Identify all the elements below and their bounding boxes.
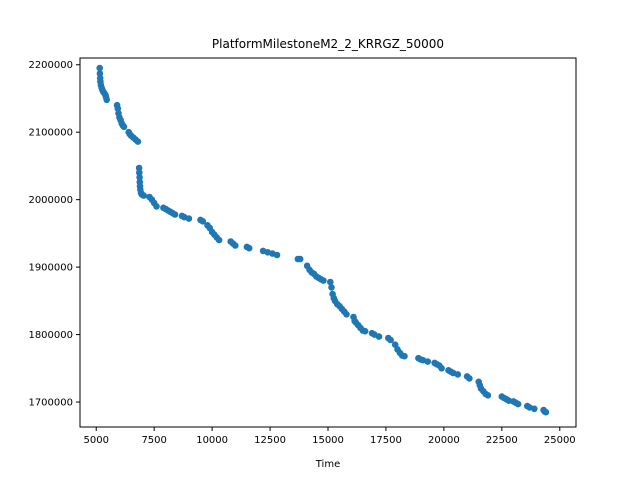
x-tick-label: 12500 <box>254 435 286 446</box>
data-point <box>466 375 473 382</box>
data-point <box>199 218 207 225</box>
data-point <box>424 358 432 365</box>
data-point <box>273 251 281 259</box>
chart-title: PlatformMilestoneM2_2_KRRGZ_50000 <box>212 37 444 51</box>
data-point <box>232 242 239 249</box>
data-point <box>120 123 128 131</box>
data-point <box>136 174 143 181</box>
data-point <box>245 244 253 252</box>
x-axis-label: Time <box>315 459 340 470</box>
points-layer <box>96 64 550 416</box>
data-point <box>531 405 538 413</box>
x-tick-label: 25000 <box>544 435 576 446</box>
y-tick-label: 2000000 <box>28 195 73 206</box>
data-point <box>96 64 103 72</box>
y-tick-label: 1900000 <box>28 263 73 274</box>
x-tick-label: 10000 <box>196 435 228 446</box>
data-point <box>134 138 142 145</box>
y-axis-ticks: 1700000 1800000 1900000 2000000 2100000 22000… <box>28 60 80 409</box>
x-tick-label: 5000 <box>83 435 108 446</box>
data-point <box>185 215 193 222</box>
x-tick-label: 22500 <box>486 435 518 446</box>
y-tick-label: 2200000 <box>28 60 73 71</box>
plot-frame <box>79 57 577 428</box>
data-point <box>327 278 334 286</box>
data-point <box>343 311 350 318</box>
data-point <box>103 96 110 104</box>
x-tick-label: 20000 <box>428 435 460 446</box>
x-axis-ticks: 5000 7500 10000 12500 15000 17500 20000 22500 25… <box>83 427 576 446</box>
data-point <box>140 192 147 199</box>
y-tick-label: 1700000 <box>28 398 73 409</box>
data-point <box>135 164 143 172</box>
data-point <box>320 277 327 284</box>
data-point <box>215 236 223 244</box>
data-point <box>361 327 369 335</box>
data-point <box>542 408 550 416</box>
x-tick-label: 15000 <box>312 435 344 446</box>
data-point <box>375 333 383 340</box>
data-point <box>136 169 143 176</box>
data-point <box>96 70 104 77</box>
data-point <box>401 352 408 360</box>
data-point <box>328 284 335 291</box>
data-point <box>153 203 160 210</box>
y-tick-label: 2100000 <box>28 128 73 139</box>
x-tick-label: 7500 <box>141 435 166 446</box>
data-point <box>296 255 304 263</box>
data-point <box>438 365 445 372</box>
y-tick-label: 1800000 <box>28 330 73 341</box>
data-point <box>171 211 179 218</box>
data-point <box>484 392 492 399</box>
data-point <box>387 336 394 344</box>
x-tick-label: 17500 <box>370 435 402 446</box>
data-point <box>454 371 462 378</box>
data-point <box>514 400 522 408</box>
